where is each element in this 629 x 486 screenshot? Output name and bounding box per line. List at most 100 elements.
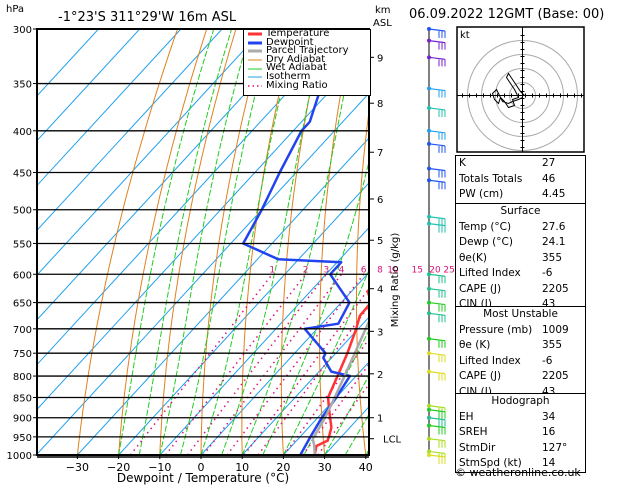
mixing-ratio-label: 2: [303, 265, 309, 275]
pressure-tick-label: 850: [13, 393, 32, 404]
pressure-tick-label: 600: [13, 270, 32, 281]
wind-barb-shaft: [428, 28, 446, 32]
wind-barb-shaft: [428, 424, 446, 429]
index-row-totals: Totals Totals 46: [459, 172, 556, 185]
hodograph-row: StmSpd (kt) 14: [459, 457, 556, 469]
most-unstable-row: Pressure (mb) 1009: [459, 323, 569, 336]
hodograph-row: SREH 16: [459, 426, 556, 438]
dry-adiabat-line: [76, 29, 178, 455]
plot-frame: [36, 28, 370, 456]
wind-barb-shaft: [428, 409, 446, 413]
surface-row: θe(K) 355: [459, 251, 563, 264]
wind-barb-shaft: [428, 370, 446, 375]
mixing-ratio-line: [186, 273, 327, 455]
indices-table: K 27 Totals Totals 46 PW (cm) 4.45: [455, 155, 586, 204]
wet-adiabat-line: [118, 29, 215, 455]
pressure-tick-label: 500: [13, 206, 32, 217]
x-axis-label: Dewpoint / Temperature (°C): [117, 471, 289, 485]
mixing-ratio-line: [243, 287, 369, 455]
isotherm-line: [200, 271, 369, 455]
pressure-tick-label: 700: [13, 325, 32, 336]
legend-item-temperature: Temperature: [248, 28, 330, 39]
km-tick-label: 4: [377, 285, 383, 296]
pressure-tick-label: 450: [13, 168, 32, 179]
most-unstable-row: Lifted Index -6: [459, 354, 553, 367]
wet-adiabat-line: [159, 29, 252, 455]
wind-barb-shaft: [428, 338, 446, 342]
mixing-ratio-label: 4: [339, 265, 345, 275]
wind-barb-shaft: [428, 40, 446, 44]
km-tick-label: 8: [377, 99, 383, 110]
km-tick-label: 9: [377, 53, 383, 64]
temperature-tick-label: −20: [107, 461, 130, 474]
temperature-tick-label: 40: [359, 461, 373, 474]
wind-barb-shaft: [428, 450, 446, 455]
mixing-ratio-label: 8: [377, 265, 383, 275]
mixing-ratio-label: 15: [412, 265, 423, 275]
km-tick-label: 7: [377, 148, 383, 159]
mixing-ratio-line: [202, 273, 343, 455]
wind-barb-shaft: [428, 56, 446, 60]
temperature-line: [313, 287, 369, 455]
hodograph-plot: [457, 27, 584, 152]
hodograph-table: Hodograph EH 34 SREH 16 StmDir 127° StmSpd …: [455, 393, 586, 473]
mixing-ratio-label: 1: [269, 265, 275, 275]
pressure-tick-label: 900: [13, 414, 32, 425]
wind-barb-shaft: [428, 438, 446, 442]
mixing-ratio-label: 10: [387, 265, 399, 275]
temperature-tick-label: −30: [66, 461, 89, 474]
pressure-tick-label: 800: [13, 372, 32, 383]
chart-legend: Temperature Dewpoint Parcel Trajectory D…: [243, 29, 371, 96]
temperature-tick-label: 10: [235, 461, 249, 474]
isotherm-line: [77, 137, 369, 455]
hodograph-unit-label: kt: [460, 30, 470, 41]
legend-item-mixing-ratio: Mixing Ratio: [248, 79, 328, 91]
hodograph-trace: [491, 72, 525, 109]
wind-barb-shaft: [428, 417, 446, 421]
hodograph-row: StmDir 127°: [459, 441, 568, 454]
isotherm-line: [118, 182, 369, 455]
surface-row: CAPE (J) 2205: [459, 282, 569, 295]
mixing-ratio-label: 3: [323, 265, 329, 275]
pressure-tick-label: 550: [13, 239, 32, 250]
legend-item-dewpoint: Dewpoint: [248, 36, 314, 48]
isotherm-line: [37, 29, 141, 142]
wind-barb-shaft: [428, 167, 446, 172]
mixing-ratio-label: 25: [443, 265, 454, 275]
isotherm-line: [159, 226, 369, 455]
dry-adiabat-line: [586, 29, 629, 455]
asl-label: ASL: [373, 18, 392, 29]
surface-title: Surface: [500, 205, 541, 217]
most-unstable-table: Most Unstable Pressure (mb) 1009 θe (K) 35…: [455, 306, 586, 401]
isotherm-line: [37, 92, 369, 455]
temperature-tick-label: 30: [318, 461, 332, 474]
wind-barb-shaft: [428, 143, 446, 147]
isotherm-line: [37, 47, 369, 411]
km-tick-label: 1: [377, 414, 383, 425]
km-tick-label: 5: [377, 236, 383, 247]
wind-barb-shaft: [428, 352, 446, 356]
pressure-tick-label: 950: [13, 433, 32, 444]
pressure-tick-label: 400: [13, 127, 32, 138]
legend-item-parcel: Parcel Trajectory: [248, 45, 349, 57]
surface-table: Surface Temp (°C) 27.6 Dewp (°C) 24.1 θe(K…: [455, 203, 586, 314]
legend-item-dry-adiabat: Dry Adiabat: [248, 53, 326, 65]
pressure-tick-label: 300: [13, 25, 32, 36]
isotherm-line: [37, 29, 182, 187]
hodograph-row: EH 34: [459, 410, 556, 423]
wind-barb-shaft: [428, 454, 446, 458]
dry-adiabat-line: [616, 29, 629, 455]
surface-row: Temp (°C) 27.6: [459, 220, 566, 233]
wind-barb-shaft: [428, 301, 446, 306]
km-tick-label: 2: [377, 370, 383, 381]
wind-barb-shaft: [428, 130, 446, 134]
pressure-tick-label: 650: [13, 299, 32, 310]
isotherm-line: [283, 361, 369, 455]
wind-barb-shaft: [428, 405, 446, 409]
hodograph-title: Hodograph: [491, 395, 550, 407]
copyright-notice[interactable]: © weatheronline.co.uk: [455, 466, 581, 479]
mixing-ratio-axis-label: Mixing Ratio (g/kg): [390, 233, 401, 328]
isotherm-line: [37, 29, 223, 231]
dewpoint-line: [241, 29, 352, 455]
